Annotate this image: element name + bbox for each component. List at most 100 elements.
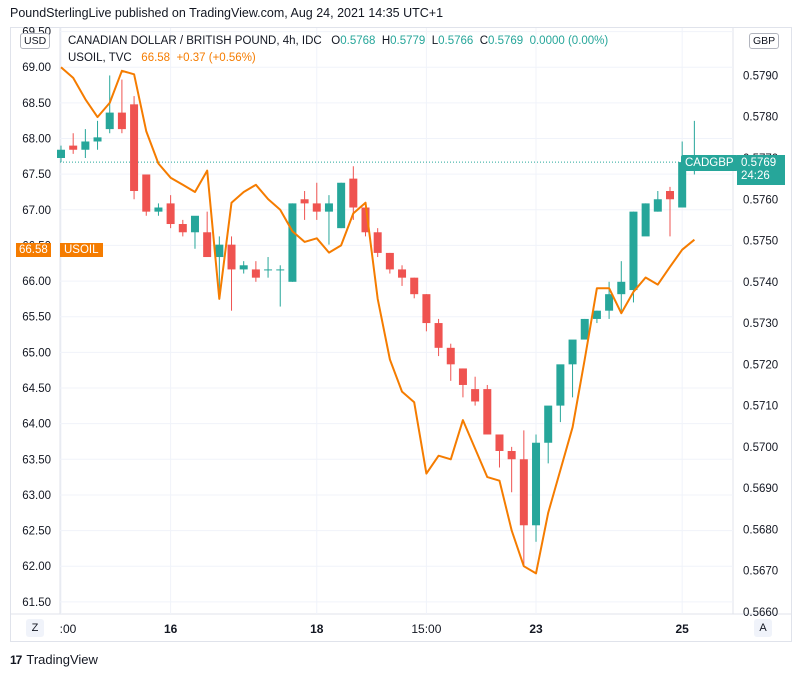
- candle: [57, 145, 65, 163]
- candle-body: [617, 281, 626, 295]
- gbp-tick-label: 0.5730: [743, 318, 778, 330]
- usd-tick-label: 62.00: [22, 561, 51, 573]
- candle: [337, 182, 346, 229]
- time-tick-label: 18: [310, 622, 324, 636]
- tradingview-logo-icon[interactable]: 17: [10, 652, 22, 667]
- usd-axis-badge[interactable]: USD: [20, 33, 51, 49]
- gbp-axis-badge[interactable]: GBP: [749, 33, 780, 49]
- candle: [203, 211, 212, 258]
- legend-overlay-symbol: USOIL, TVC: [68, 52, 132, 64]
- candle-body: [312, 203, 321, 212]
- candle: [434, 318, 443, 357]
- candle-body: [288, 203, 297, 282]
- usd-tick-label: 64.00: [22, 419, 51, 431]
- time-tick-label: 23: [529, 622, 543, 636]
- usd-tick-label: 67.00: [22, 205, 51, 217]
- time-axis: :00 16 18 15:00 23 25: [60, 622, 690, 636]
- candle-body: [495, 434, 504, 451]
- legend-high-label: H: [381, 35, 391, 47]
- candle: [580, 318, 589, 340]
- candle-body: [422, 294, 431, 324]
- footer-brand[interactable]: TradingView: [26, 652, 98, 667]
- candle-body: [641, 203, 650, 237]
- auto-scale-button[interactable]: A: [754, 619, 772, 637]
- candle-body: [361, 207, 370, 233]
- candle: [276, 265, 285, 307]
- candle: [215, 236, 224, 299]
- legend-high-value: 0.5779: [390, 35, 426, 47]
- candle: [556, 364, 565, 423]
- candle: [349, 166, 358, 220]
- candle: [154, 203, 163, 216]
- usd-tick-label: 67.50: [22, 169, 51, 181]
- usd-tick-label: 65.50: [22, 312, 51, 324]
- legend-overlay-value: 66.58: [141, 52, 171, 64]
- usd-tick-label: 64.50: [22, 383, 51, 395]
- candle-body: [544, 405, 553, 443]
- candle-body: [190, 215, 199, 233]
- gbp-tick-label: 0.5690: [743, 483, 778, 495]
- candle: [81, 129, 90, 158]
- usoil-tag-name: USOIL: [64, 244, 99, 256]
- candle-body: [130, 104, 139, 192]
- candle: [227, 236, 236, 311]
- candle-body: [154, 207, 163, 212]
- cadgbp-tag-name: CADGBP: [685, 157, 734, 169]
- candle-body: [117, 112, 126, 130]
- candle: [653, 191, 662, 212]
- candle: [190, 215, 199, 249]
- legend-overlay-change: +0.37 (+0.56%): [176, 52, 256, 64]
- usd-tick-label: 68.50: [22, 98, 51, 110]
- candle-body: [568, 339, 577, 365]
- publisher-line: PoundSterlingLive published on TradingVi…: [10, 6, 444, 20]
- candle: [617, 261, 626, 311]
- candle-body: [166, 203, 175, 225]
- candle: [544, 405, 553, 464]
- candle: [178, 219, 187, 237]
- footer: 17 TradingView: [10, 652, 98, 667]
- zoom-button[interactable]: Z: [26, 619, 44, 637]
- candle-body: [337, 182, 346, 229]
- candle-body: [251, 269, 260, 278]
- candle: [324, 195, 333, 245]
- candle-body: [239, 265, 248, 270]
- gbp-tick-label: 0.5670: [743, 566, 778, 578]
- candle: [142, 174, 151, 216]
- candle: [458, 368, 467, 398]
- gbp-tick-label: 0.5750: [743, 236, 778, 248]
- candle-body: [264, 269, 273, 271]
- candle-body: [556, 364, 565, 406]
- gbp-tick-label: 0.5660: [743, 607, 778, 619]
- candle: [592, 310, 601, 324]
- candle-body: [105, 112, 114, 130]
- cadgbp-tag-value: 0.5769: [741, 157, 777, 169]
- gbp-tick-label: 0.5720: [743, 359, 778, 371]
- candle: [568, 339, 577, 398]
- candle-body: [519, 459, 528, 526]
- legend-open-value: 0.5768: [340, 35, 376, 47]
- candle-body: [507, 450, 516, 460]
- candle-body: [483, 389, 492, 435]
- candle-body: [629, 211, 638, 291]
- usoil-tag-value: 66.58: [19, 244, 48, 256]
- candle: [507, 446, 516, 493]
- candle-body: [580, 318, 589, 340]
- candle-body: [592, 310, 601, 319]
- candle-body: [458, 368, 467, 385]
- legend-close-label: C: [479, 35, 489, 47]
- candle-body: [57, 149, 65, 158]
- candle-body: [215, 244, 224, 258]
- candle-body: [471, 389, 480, 402]
- legend-change: 0.0000 (0.00%): [529, 35, 609, 47]
- candle-body: [142, 174, 151, 212]
- candle: [446, 343, 455, 381]
- candle: [629, 211, 638, 303]
- usoil-price-tag: 66.58: [16, 243, 51, 257]
- chart-grid: [10, 28, 792, 615]
- candle: [495, 434, 504, 468]
- candle-body: [81, 141, 90, 150]
- legend-main: CANADIAN DOLLAR / BRITISH POUND, 4h, IDC…: [68, 35, 608, 47]
- chart-frame: [10, 27, 792, 642]
- cadgbp-tag-countdown: 24:26: [741, 170, 770, 182]
